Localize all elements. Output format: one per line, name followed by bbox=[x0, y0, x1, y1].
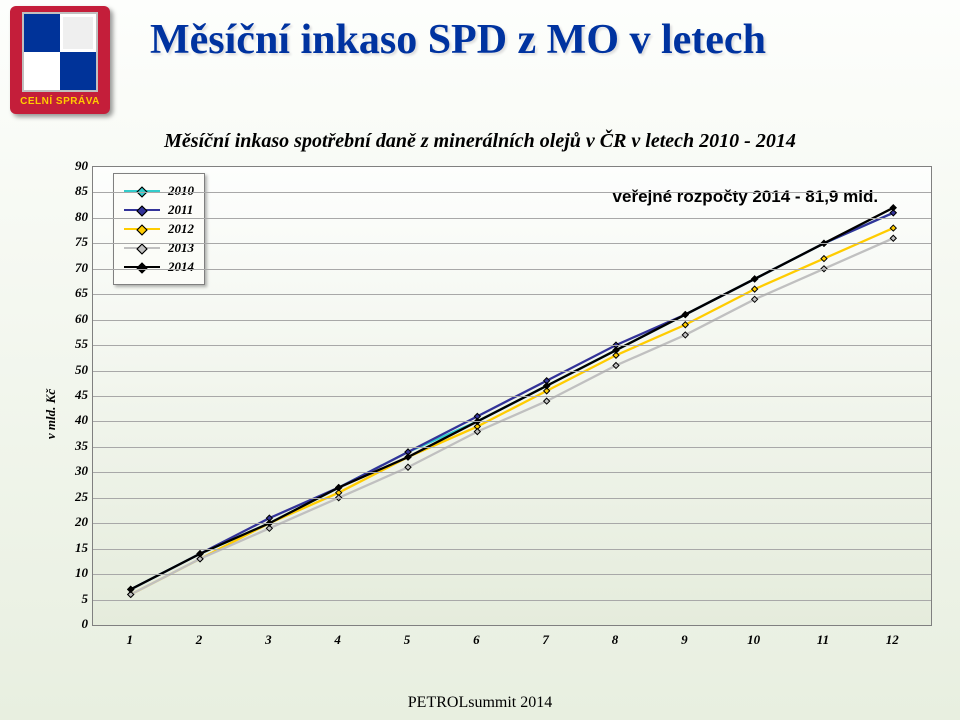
y-axis-label: v mld. Kč bbox=[43, 389, 59, 439]
legend-item: 2012 bbox=[124, 221, 194, 237]
annotation-text: veřejné rozpočty 2014 - 81,9 mld. bbox=[613, 187, 879, 207]
footer-text: PETROLsummit 2014 bbox=[0, 694, 960, 712]
chart-panel: Měsíční inkaso spotřební daně z mineráln… bbox=[28, 130, 932, 690]
coat-of-arms bbox=[22, 12, 98, 92]
badge-caption: CELNÍ SPRÁVA bbox=[20, 96, 100, 107]
chart-subtitle: Měsíční inkaso spotřební daně z mineráln… bbox=[28, 130, 932, 153]
plot-frame: 20102011201220132014 veřejné rozpočty 20… bbox=[92, 166, 932, 626]
slide-title: Měsíční inkaso SPD z MO v letech bbox=[150, 16, 766, 64]
chart-area: v mld. Kč 20102011201220132014 veřejné r… bbox=[28, 166, 932, 662]
legend-item: 2011 bbox=[124, 202, 194, 218]
logo-badge: CELNÍ SPRÁVA bbox=[10, 6, 110, 114]
legend-item: 2010 bbox=[124, 183, 194, 199]
legend-item: 2014 bbox=[124, 259, 194, 275]
